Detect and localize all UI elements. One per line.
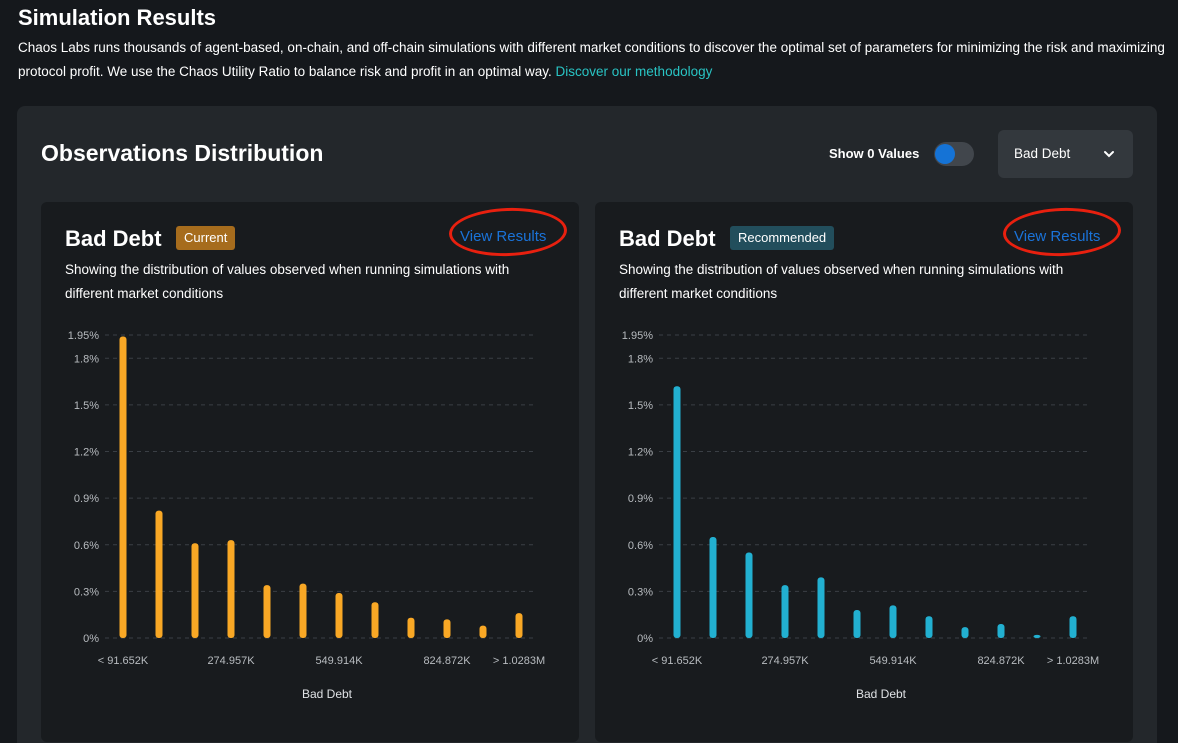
y-tick-label: 0.3% [74,586,99,598]
y-tick-label: 1.5% [628,400,653,412]
bar[interactable] [781,585,789,638]
page-title: Simulation Results [18,5,217,30]
highlight-annotation-oval [448,205,568,259]
x-tick-label: 549.914K [869,655,917,667]
toggle-knob [935,144,955,164]
x-tick-label: 274.957K [761,655,809,667]
bar[interactable] [925,616,933,638]
bar[interactable] [745,552,753,638]
card-description: Showing the distribution of values obser… [619,262,1064,301]
y-tick-label: 1.95% [622,330,653,342]
x-axis-label: Bad Debt [856,687,907,701]
y-tick-label: 0% [637,633,653,645]
y-tick-label: 1.8% [74,353,99,365]
y-tick-label: 1.8% [628,353,653,365]
bar[interactable] [479,625,487,638]
status-badge: Recommended [730,226,835,250]
status-badge: Current [176,226,236,250]
bar[interactable] [407,617,415,638]
show-zero-values-toggle[interactable] [934,142,974,166]
show-zero-values-label: Show 0 Values [829,146,920,161]
bar[interactable] [889,605,897,638]
view-results-link[interactable]: View Results [1014,228,1101,245]
bar[interactable] [673,386,681,638]
bar[interactable] [443,619,451,638]
bar[interactable] [191,543,199,638]
bar[interactable] [299,583,307,638]
card-title: Bad Debt [619,226,716,251]
y-tick-label: 0% [83,633,99,645]
card-description: Showing the distribution of values obser… [65,262,510,301]
x-tick-label: < 91.652K [98,655,149,667]
bar[interactable] [997,624,1005,638]
y-tick-label: 0.9% [628,493,653,505]
x-tick-label: 549.914K [315,655,363,667]
card-title: Bad Debt [65,226,162,251]
y-tick-label: 1.2% [628,447,653,459]
chevron-down-icon [1104,151,1114,158]
x-tick-label: 274.957K [207,655,255,667]
y-tick-label: 0.6% [74,540,99,552]
intro-text: Chaos Labs runs thousands of agent-based… [18,36,1168,84]
metric-select[interactable]: Bad Debt [998,130,1133,178]
bar[interactable] [515,613,523,638]
bar[interactable] [709,537,717,638]
card-current: Bad Debt Current View Results Showing th… [41,202,579,742]
metric-select-value: Bad Debt [1014,146,1071,161]
intro-paragraph: Chaos Labs runs thousands of agent-based… [18,40,1165,79]
panel-title: Observations Distribution [41,140,324,166]
x-tick-label: < 91.652K [652,655,703,667]
bar[interactable] [263,585,271,638]
bar[interactable] [155,510,163,638]
view-results-link[interactable]: View Results [460,228,547,245]
y-tick-label: 1.2% [74,447,99,459]
bar[interactable] [961,627,969,638]
y-tick-label: 0.6% [628,540,653,552]
bar[interactable] [853,610,861,638]
bar-chart-current: 0% 0.3% 0.6% 0.9% 1.2% 1.5% 1.8% 1.95% < 91.652K… [68,330,545,701]
x-tick-label: 824.872K [423,655,471,667]
x-axis-label: Bad Debt [302,687,353,701]
y-tick-label: 1.95% [68,330,99,342]
bar[interactable] [817,577,825,638]
x-tick-label: > 1.0283M [493,655,545,667]
x-tick-label: > 1.0283M [1047,655,1099,667]
y-tick-label: 0.9% [74,493,99,505]
highlight-annotation-oval [1002,205,1122,259]
bar[interactable] [119,336,127,638]
bar[interactable] [1033,634,1041,638]
y-tick-label: 0.3% [628,586,653,598]
card-recommended: Bad Debt Recommended View Results Showin… [595,202,1133,742]
bar-chart-recommended: 0% 0.3% 0.6% 0.9% 1.2% 1.5% 1.8% 1.95% < 91.652K… [622,330,1099,701]
bar[interactable] [371,602,379,638]
observations-panel: Observations Distribution Show 0 Values … [17,106,1157,743]
methodology-link[interactable]: Discover our methodology [555,64,713,79]
y-tick-label: 1.5% [74,400,99,412]
bar[interactable] [335,592,343,638]
bar[interactable] [1069,616,1077,638]
bar[interactable] [227,540,235,638]
x-tick-label: 824.872K [977,655,1025,667]
